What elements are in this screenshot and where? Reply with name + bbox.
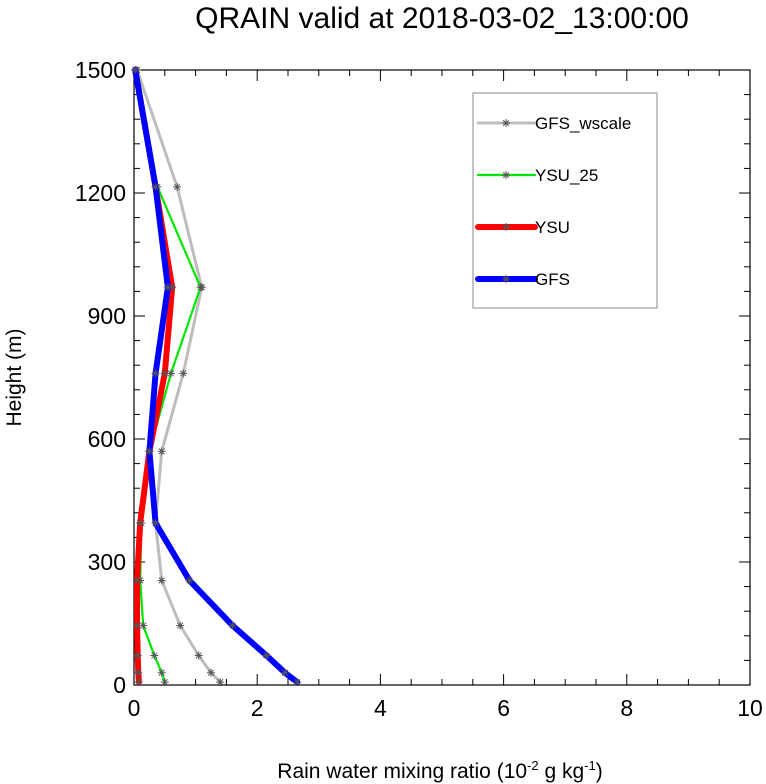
axis-ticks: 0 2 4 6 8 10 0 300 600 900 1200 1500 [75,57,763,721]
series-marker [133,651,142,660]
x-axis-label-exponent-1: -2 [527,758,539,773]
y-axis-label: Height (m) [3,328,26,426]
series-marker [207,668,215,677]
x-axis-label: Rain water mixing ratio (10-2 g kg-1) [277,758,602,783]
series-marker [179,369,188,378]
series-marker [151,182,160,191]
series-marker [194,651,203,660]
series-marker [185,576,194,585]
series-marker [145,447,154,456]
series-marker [502,171,510,179]
plot-area [133,69,751,686]
y-tick-label: 600 [88,426,126,452]
series-marker [293,678,302,687]
series-marker [133,576,142,585]
x-axis-label-suffix: ) [596,760,603,783]
series-marker [228,621,237,630]
legend: GFS_wscale YSU_25 YSU GFS [472,92,658,309]
series-marker [502,119,510,127]
legend-label: GFS [535,270,570,289]
x-tick-label: 2 [251,695,264,721]
series-marker [150,651,159,660]
x-axis-label-exponent-2: -1 [584,758,596,773]
series-gfs-wscale [133,66,225,687]
legend-item-gfs-wscale: GFS_wscale [476,114,631,133]
legend-box [472,92,658,309]
chart-title: QRAIN valid at 2018-03-02_13:00:00 [195,2,689,35]
series-marker [157,576,166,585]
series-marker [502,275,510,283]
x-axis-label-units: g kg [539,760,585,783]
series-marker [262,651,271,660]
series-marker [157,668,166,677]
series-marker [280,668,289,677]
y-tick-label: 1500 [75,57,126,83]
y-tick-label: 300 [88,549,126,575]
series-marker [157,447,166,456]
legend-label: YSU_25 [535,166,598,185]
y-tick-label: 900 [88,303,126,329]
series-marker [133,621,142,630]
legend-item-gfs: GFS [475,270,570,289]
series-marker [196,283,205,292]
plot-frame [133,69,751,686]
x-tick-label: 4 [374,695,387,721]
x-tick-label: 0 [128,695,141,721]
series-marker [160,369,169,378]
x-tick-label: 10 [737,695,763,721]
series-marker [160,678,169,687]
x-tick-label: 6 [497,695,510,721]
series-marker [176,621,185,630]
legend-item-ysu: YSU [475,218,570,237]
legend-item-ysu-25: YSU_25 [476,166,598,185]
series-marker [216,678,225,687]
y-tick-label: 1200 [75,180,126,206]
series-marker [151,519,160,528]
series-marker [134,678,143,687]
y-tick-label: 0 [113,672,126,698]
legend-label: YSU [535,218,570,237]
series-line [132,67,301,686]
series-marker [166,369,175,378]
x-tick-label: 8 [620,695,633,721]
series-marker [131,66,140,74]
series-marker [139,621,148,630]
series-marker [173,182,182,191]
data-series [131,66,302,687]
x-axis-label-prefix: Rain water mixing ratio (10 [277,760,527,783]
series-marker [168,283,177,292]
series-marker [151,369,160,378]
series-gfs [131,66,302,687]
series-marker [134,668,143,677]
series-marker [136,519,145,528]
series-marker [163,283,172,292]
legend-label: GFS_wscale [535,114,631,133]
series-marker [502,223,510,231]
